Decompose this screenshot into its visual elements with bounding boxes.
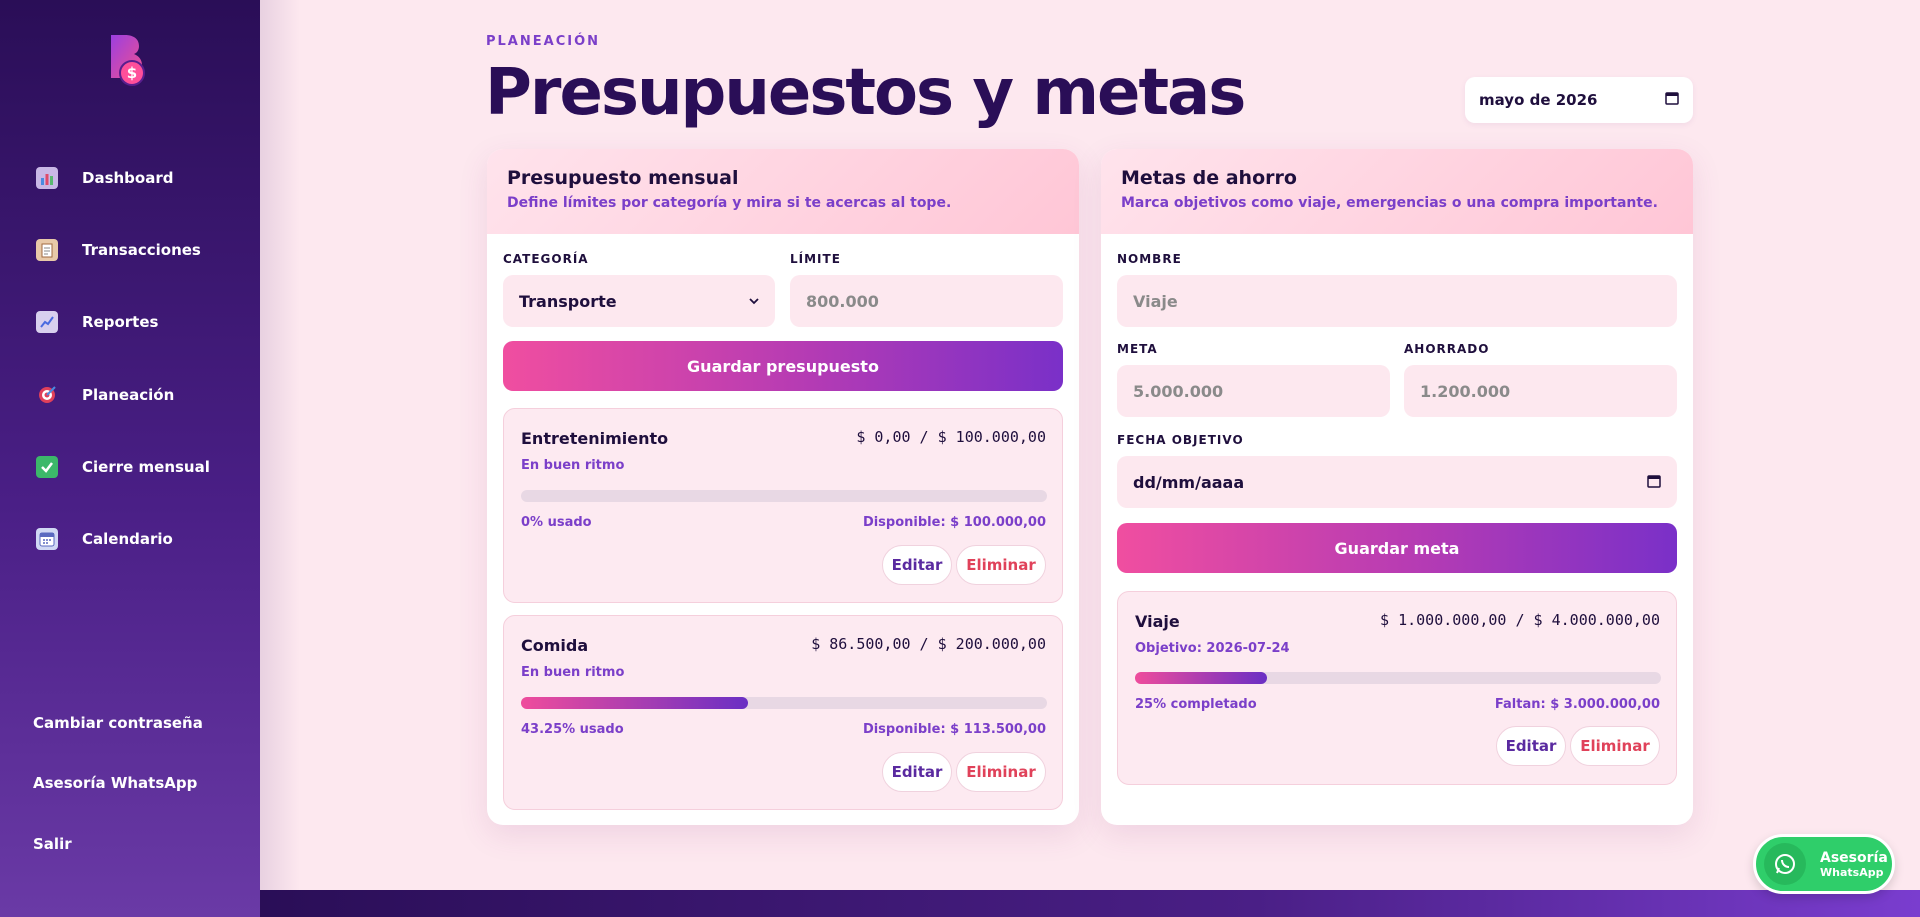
whatsapp-label-line2: WhatsApp [1820,865,1884,879]
budget-item: Entretenimiento $ 0,00 / $ 100.000,00 En… [503,408,1063,603]
sidebar-item-reportes[interactable]: Reportes [36,307,158,337]
limit-label: LÍMITE [790,252,841,266]
budget-used-text: 0% usado [521,515,592,530]
delete-button[interactable]: Eliminar [1570,726,1660,766]
trend-chart-icon [36,311,58,333]
edit-button[interactable]: Editar [1496,726,1566,766]
logout-link[interactable]: Salir [33,835,72,853]
goal-progress-track [1135,672,1661,684]
calendar-icon[interactable] [1665,91,1679,109]
page-eyebrow: PLANEACIÓN [486,34,601,49]
save-goal-button[interactable]: Guardar meta [1117,523,1677,573]
goal-item-name: Viaje [1135,612,1180,631]
month-picker[interactable]: mayo de 2026 [1465,77,1693,123]
goal-saved-label: AHORRADO [1404,342,1490,356]
budget-progress-track [521,697,1047,709]
budget-card: Presupuesto mensual Define límites por c… [487,149,1079,825]
calendar-icon[interactable] [1647,473,1661,492]
goals-card-subtitle: Marca objetivos como viaje, emergencias … [1121,195,1658,211]
sidebar-item-dashboard[interactable]: Dashboard [36,163,173,193]
sidebar-item-label: Cierre mensual [82,458,210,476]
edit-button[interactable]: Editar [882,752,952,792]
whatsapp-label-line1: Asesoría [1820,849,1888,866]
sidebar-shadow [260,0,300,890]
sidebar-item-label: Calendario [82,530,173,548]
goal-name-input[interactable]: Viaje [1117,275,1677,327]
limit-placeholder: 800.000 [806,291,879,311]
budget-item-amount: $ 0,00 / $ 100.000,00 [856,428,1046,446]
goal-item-amount: $ 1.000.000,00 / $ 4.000.000,00 [1380,611,1660,629]
svg-text:$: $ [127,64,137,82]
goals-card-header: Metas de ahorro Marca objetivos como via… [1101,149,1693,234]
sidebar-item-label: Reportes [82,313,159,331]
sidebar-item-cierre-mensual[interactable]: Cierre mensual [36,452,210,482]
budget-card-header: Presupuesto mensual Define límites por c… [487,149,1079,234]
sidebar-item-planeacion[interactable]: Planeación [36,380,174,410]
goal-target-input[interactable]: 5.000.000 [1117,365,1390,417]
footer-bar [260,890,1920,917]
sidebar-item-transacciones[interactable]: Transacciones [36,235,201,265]
budget-card-subtitle: Define límites por categoría y mira si t… [507,195,952,211]
goal-name-label: NOMBRE [1117,252,1182,266]
delete-button[interactable]: Eliminar [956,752,1046,792]
target-icon [36,384,58,406]
goal-remaining-text: Faltan: $ 3.000.000,00 [1494,697,1660,712]
goal-date-label: FECHA OBJETIVO [1117,433,1244,447]
change-password-link[interactable]: Cambiar contraseña [33,714,203,732]
goal-target-label: META [1117,342,1158,356]
budget-used-text: 43.25% usado [521,722,624,737]
check-icon [36,456,58,478]
whatsapp-label: Asesoría WhatsApp [1820,851,1888,878]
budget-progress-fill [521,697,749,709]
goal-item: Viaje $ 1.000.000,00 / $ 4.000.000,00 Ob… [1117,591,1677,785]
goal-progress-fill [1135,672,1267,684]
whatsapp-float-button[interactable]: Asesoría WhatsApp [1753,834,1895,894]
sidebar-item-label: Planeación [82,386,175,404]
sidebar-item-calendario[interactable]: Calendario [36,524,173,554]
budget-progress-track [521,490,1047,502]
budget-card-title: Presupuesto mensual [507,167,739,189]
budget-item-name: Comida [521,636,589,655]
budget-item: Comida $ 86.500,00 / $ 200.000,00 En bue… [503,615,1063,810]
bar-chart-icon [36,167,58,189]
whatsapp-advice-link[interactable]: Asesoría WhatsApp [33,774,198,792]
whatsapp-icon [1764,843,1806,885]
budget-available-text: Disponible: $ 100.000,00 [862,515,1046,530]
budget-item-status: En buen ritmo [521,458,625,473]
category-select[interactable]: Transporte [503,275,775,327]
goal-date-placeholder: dd/mm/aaaa [1133,472,1245,492]
goals-card: Metas de ahorro Marca objetivos como via… [1101,149,1693,825]
category-select-value: Transporte [519,291,617,311]
goal-name-placeholder: Viaje [1133,291,1178,311]
budget-item-amount: $ 86.500,00 / $ 200.000,00 [811,635,1046,653]
clipboard-icon [36,239,58,261]
goal-date-input[interactable]: dd/mm/aaaa [1117,456,1677,508]
budget-item-name: Entretenimiento [521,429,669,448]
budget-available-text: Disponible: $ 113.500,00 [862,722,1046,737]
category-label: CATEGORÍA [503,252,589,266]
sidebar-item-label: Dashboard [82,169,174,187]
budget-item-status: En buen ritmo [521,665,625,680]
chevron-down-icon [749,294,759,308]
app-logo[interactable]: $ [108,33,152,87]
goal-progress-text: 25% completado [1135,697,1257,712]
goal-item-target: Objetivo: 2026-07-24 [1135,641,1290,656]
sidebar-item-label: Transacciones [82,241,201,259]
sidebar: $ Dashboard Transacciones Reportes Plane… [0,0,260,917]
goal-saved-placeholder: 1.200.000 [1420,381,1511,401]
save-budget-button[interactable]: Guardar presupuesto [503,341,1063,391]
goals-card-title: Metas de ahorro [1121,167,1297,189]
calendar-icon [36,528,58,550]
goal-target-placeholder: 5.000.000 [1133,381,1224,401]
limit-input[interactable]: 800.000 [790,275,1063,327]
delete-button[interactable]: Eliminar [956,545,1046,585]
page-title: Presupuestos y metas [485,56,1246,130]
month-value: mayo de 2026 [1479,91,1598,109]
edit-button[interactable]: Editar [882,545,952,585]
goal-saved-input[interactable]: 1.200.000 [1404,365,1677,417]
